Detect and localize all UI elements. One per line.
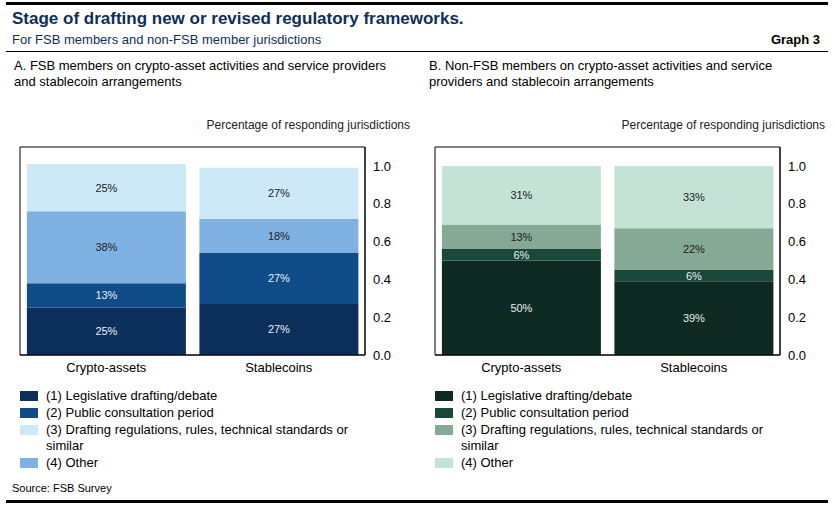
svg-text:18%: 18% (268, 230, 290, 242)
svg-text:22%: 22% (683, 243, 705, 255)
html-text:Stage of drafting new or revis: Stage of drafting new or revised regulat… (12, 9, 464, 28)
svg-text:0.2: 0.2 (373, 310, 391, 325)
html-text:Percentage of responding juris: Percentage of responding jurisdictions (206, 118, 410, 132)
svg-text:0.8: 0.8 (373, 196, 391, 211)
svg-text:Crypto-assets: Crypto-assets (481, 360, 562, 375)
html-text:(1) Legislative drafting/debat: (1) Legislative drafting/debate (46, 388, 218, 403)
html-text:For FSB members and non-FSB me: For FSB members and non-FSB member juris… (12, 32, 322, 47)
svg-text:0.2: 0.2 (788, 310, 806, 325)
svg-text:27%: 27% (268, 187, 290, 199)
svg-text:13%: 13% (95, 289, 117, 301)
svg-text:6%: 6% (686, 270, 702, 282)
html-text:A. FSB members on crypto-asset: A. FSB members on crypto-asset activitie… (14, 58, 387, 89)
svg-text:27%: 27% (268, 272, 290, 284)
svg-text:33%: 33% (683, 191, 705, 203)
svg-text:25%: 25% (95, 182, 117, 194)
svg-text:0.4: 0.4 (373, 272, 391, 287)
svg-text:39%: 39% (683, 312, 705, 324)
svg-text:13%: 13% (510, 231, 532, 243)
svg-text:25%: 25% (95, 325, 117, 337)
svg-text:0.0: 0.0 (788, 348, 806, 363)
svg-text:0.0: 0.0 (373, 348, 391, 363)
svg-text:0.4: 0.4 (788, 272, 806, 287)
svg-text:6%: 6% (513, 249, 529, 261)
html-text:Percentage of responding juris: Percentage of responding jurisdictions (621, 118, 825, 132)
svg-text:Crypto-assets: Crypto-assets (66, 360, 147, 375)
html-text:(1) Legislative drafting/debat: (1) Legislative drafting/debate (461, 388, 633, 403)
html-text:(4) Other: (4) Other (461, 455, 513, 470)
html-text:(3) Drafting regulations, rule: (3) Drafting regulations, rules, technic… (46, 422, 348, 453)
svg-text:0.6: 0.6 (788, 234, 806, 249)
html-text:(2) Public consultation period: (2) Public consultation period (461, 405, 629, 420)
svg-text:38%: 38% (95, 241, 117, 253)
svg-text:0.6: 0.6 (373, 234, 391, 249)
svg-text:0.8: 0.8 (788, 196, 806, 211)
svg-text:27%: 27% (268, 323, 290, 335)
html-text:(3) Drafting regulations, rule: (3) Drafting regulations, rules, technic… (461, 422, 763, 453)
svg-text:50%: 50% (510, 302, 532, 314)
svg-text:Stablecoins: Stablecoins (660, 360, 728, 375)
svg-text:1.0: 1.0 (788, 159, 806, 174)
html-text:B. Non-FSB members on crypto-a: B. Non-FSB members on crypto-asset activ… (429, 58, 773, 89)
svg-text:31%: 31% (510, 189, 532, 201)
html-text:Graph 3: Graph 3 (770, 32, 820, 47)
html-text:(2) Public consultation period: (2) Public consultation period (46, 405, 214, 420)
html-text:Source: FSB Survey: Source: FSB Survey (12, 482, 112, 494)
svg-text:Stablecoins: Stablecoins (245, 360, 313, 375)
html-text:(4) Other: (4) Other (46, 455, 98, 470)
svg-text:1.0: 1.0 (373, 159, 391, 174)
